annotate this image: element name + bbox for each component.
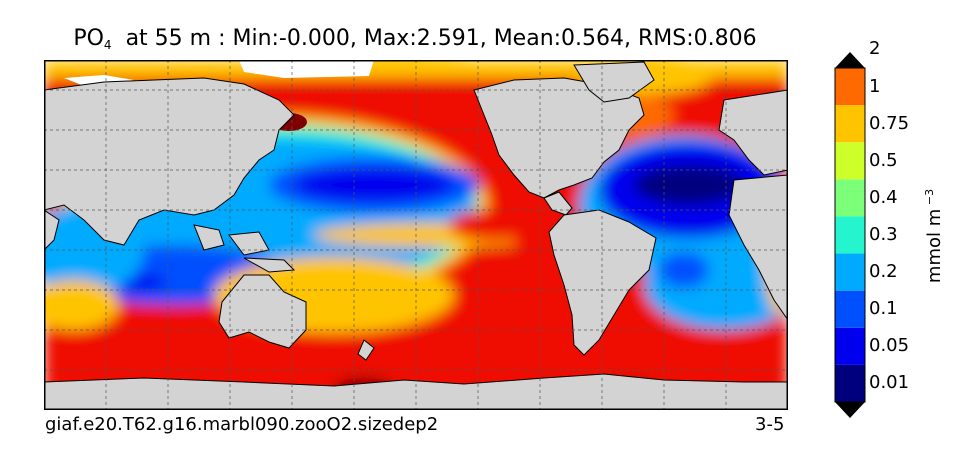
colorbar-segment bbox=[835, 68, 865, 106]
colorbar bbox=[834, 52, 866, 418]
colorbar-tick-label: 0.1 bbox=[869, 298, 898, 320]
page-number: 3-5 bbox=[755, 414, 785, 435]
colorbar-under-arrow bbox=[835, 402, 865, 418]
case-name: giaf.e20.T62.g16.marbl090.zooO2.sizedep2 bbox=[45, 414, 439, 435]
colorbar-segment bbox=[835, 327, 865, 365]
po4-map bbox=[44, 60, 788, 410]
colorbar-tick-label: 0.01 bbox=[869, 372, 910, 394]
colorbar-over-arrow bbox=[835, 52, 865, 68]
colorbar-tick-label: 0.4 bbox=[869, 186, 898, 208]
sea-ice-arctic bbox=[239, 60, 374, 78]
colorbar-tick-label: 0.5 bbox=[869, 149, 898, 171]
colorbar-segment bbox=[835, 142, 865, 180]
colorbar-unit: mmol m −3 bbox=[923, 188, 945, 284]
colorbar-segment bbox=[835, 179, 865, 217]
graticule bbox=[44, 60, 788, 410]
colorbar-segment bbox=[835, 364, 865, 402]
sea-ice-siberia bbox=[64, 75, 134, 86]
colorbar-segment bbox=[835, 216, 865, 254]
colorbar-segment bbox=[835, 253, 865, 291]
map-frame bbox=[44, 60, 788, 410]
colorbar-tick-label: 0.2 bbox=[869, 261, 898, 283]
colorbar-tick-label: 0.3 bbox=[869, 224, 898, 245]
colorbar-tick-label: 1 bbox=[869, 75, 881, 97]
colorbar-frame bbox=[834, 67, 866, 403]
colorbar-tick-label: 2 bbox=[869, 38, 881, 60]
colorbar-segment bbox=[835, 290, 865, 328]
colorbar-tick-label: 0.75 bbox=[869, 112, 910, 134]
colorbar-tick-label: 0.05 bbox=[869, 335, 910, 357]
colorbar-segment bbox=[835, 105, 865, 143]
map-title: PO4 at 55 m : Min:-0.000, Max:2.591, Mea… bbox=[73, 26, 757, 52]
